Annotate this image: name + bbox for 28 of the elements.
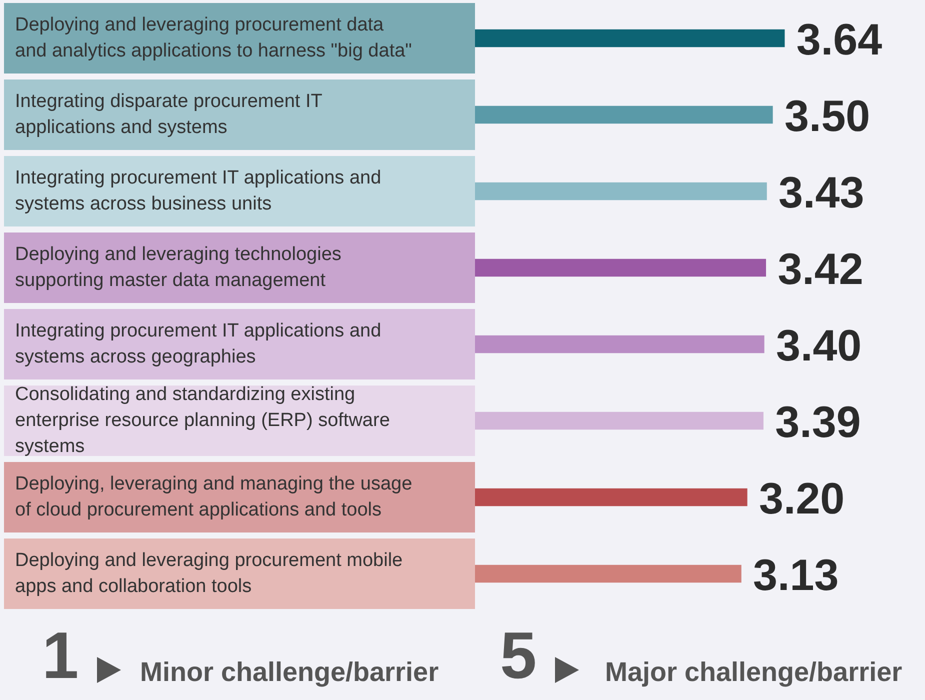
bar xyxy=(475,412,764,430)
bar xyxy=(475,258,766,277)
data-label: 3.43 xyxy=(778,168,864,218)
y-tick-label: Integrating disparate procurement IT applications and systems xyxy=(15,90,323,138)
bar xyxy=(475,564,742,583)
y-tick-label: Integrating procurement IT applications and systems across business units xyxy=(15,167,382,214)
text: Minor challenge/barrier xyxy=(140,657,439,688)
y-tick-label: Consolidating and standardizing existing enterprise resource planning (ERP) software systems xyxy=(15,384,390,457)
bar xyxy=(475,488,748,506)
y-tick-label: Deploying and leveraging technologies supporting master data management xyxy=(15,244,342,291)
bar xyxy=(475,106,773,124)
bar xyxy=(475,29,785,48)
bar xyxy=(475,182,767,200)
y-tick-label: Deploying, leveraging and managing the usage of cloud procurement applications and tools xyxy=(15,473,412,520)
data-label: 3.42 xyxy=(778,244,864,294)
data-label: 3.64 xyxy=(796,15,883,64)
bar xyxy=(475,335,764,354)
data-label: 3.13 xyxy=(753,550,839,600)
y-tick-label: Integrating procurement IT applications and systems across geographies xyxy=(15,320,382,368)
data-label: 3.20 xyxy=(759,474,845,524)
text: 5 xyxy=(500,617,537,693)
y-tick-label: Deploying and leveraging procurement data and analytics applications to harness "big data" xyxy=(15,14,412,62)
text: Major challenge/barrier xyxy=(605,657,902,688)
data-label: 3.40 xyxy=(776,321,862,370)
data-label: 3.50 xyxy=(784,92,870,141)
text: 1 xyxy=(42,617,79,693)
data-label: 3.39 xyxy=(775,398,861,447)
y-tick-label: Deploying and leveraging procurement mobile apps and collaboration tools xyxy=(15,550,403,597)
